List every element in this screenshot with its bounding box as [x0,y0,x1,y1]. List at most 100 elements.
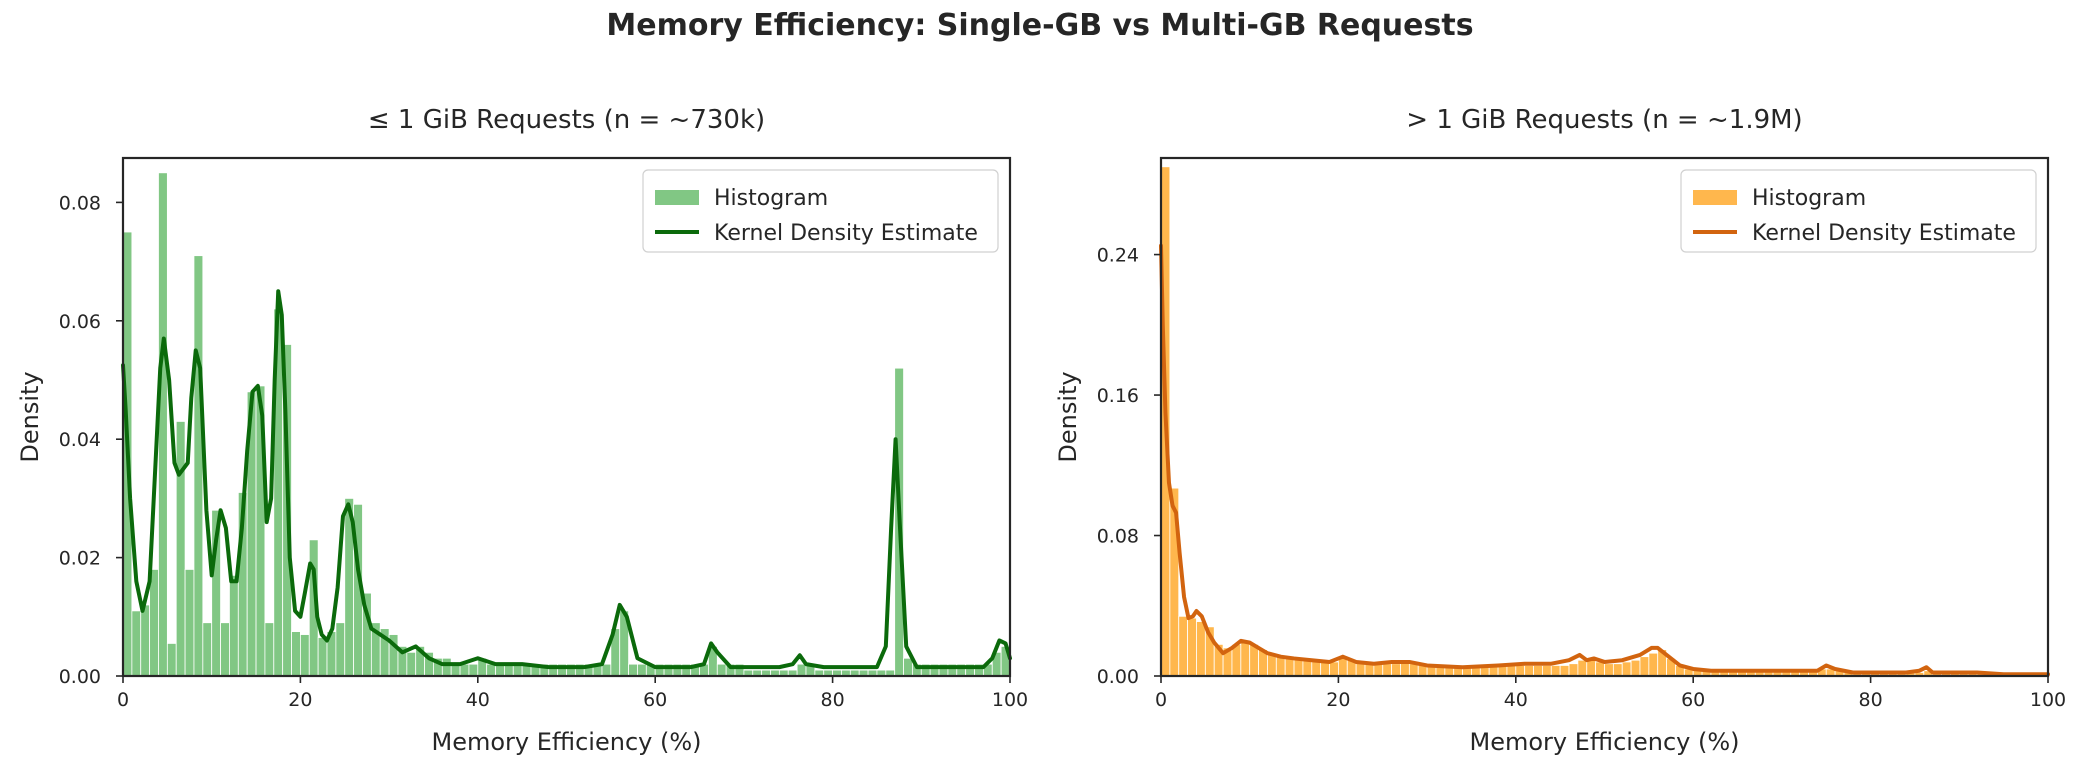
y-tick-label: 0.02 [59,548,101,570]
x-tick-label: 0 [1155,689,1167,711]
x-tick-label: 80 [1859,689,1883,711]
histogram-bar [1568,663,1579,677]
histogram-bar [1612,663,1623,677]
histogram-bar [1178,615,1189,677]
legend-box [642,169,999,253]
histogram-bar [1267,654,1277,677]
x-tick-label: 60 [1681,689,1705,711]
y-tick-label: 0.08 [59,192,101,214]
histogram-bar [441,657,452,677]
legend: Histogram Kernel Density Estimate [642,169,999,253]
histogram-bar [1506,665,1517,677]
axes-frame [121,156,1012,678]
histogram-bar [220,622,230,677]
legend: Histogram Kernel Density Estimate [1680,169,2037,253]
x-axis-label: Memory Efficiency (%) [1470,728,1740,756]
histogram-bar [1586,659,1597,677]
histogram-bar [1240,640,1251,677]
histogram-bar [1550,665,1561,677]
legend-box [1680,169,2037,253]
histogram-bar [1391,663,1401,677]
x-tick-label: 0 [117,689,129,711]
histogram-bar [1559,665,1570,677]
y-tick-label: 0.06 [59,311,101,333]
histogram-bar [1621,661,1632,677]
histogram-bar [1320,661,1330,677]
histogram-bar [1275,656,1286,677]
x-tick-label: 40 [1504,689,1528,711]
y-tick-label: 0.00 [59,666,101,688]
histogram-bar [291,631,301,677]
histogram-bar [716,663,727,677]
histogram-bar [193,255,204,677]
histogram-bar [1648,652,1659,677]
legend-label-kde: Kernel Density Estimate [1752,221,2016,246]
histogram-bar [468,663,479,677]
histogram-bar [1329,661,1339,677]
kde-line [1159,243,2050,677]
chart-panel-1: 0 20 40 60 80 100 0.00 0.02 0.04 0.06 0.08 ≤ 1 GiB … [16,105,1028,756]
histogram-bar [601,663,612,677]
histogram-bar [628,663,638,677]
histogram-bar [158,172,168,677]
histogram-bar [1302,659,1313,677]
legend-label-kde: Kernel Density Estimate [714,221,978,246]
histogram-bar [1533,665,1543,677]
histogram-bar [184,569,195,677]
y-axis-label: Density [16,371,44,462]
legend-swatch-histogram [655,190,699,205]
histogram-bar [1338,658,1348,677]
histogram-bar [1524,665,1534,677]
histogram-bar [166,643,177,677]
histogram-bar [1382,663,1393,677]
legend-label-histogram: Histogram [714,186,828,211]
histogram-bar [1408,663,1419,677]
y-tick-label: 0.08 [1097,526,1139,548]
x-tick-label: 60 [643,689,667,711]
histogram-bar [1284,658,1295,677]
histogram-bar [903,657,913,677]
x-tick-label: 40 [466,689,490,711]
histogram-bar [1187,617,1197,677]
x-tick-label: 20 [288,689,312,711]
histogram-bar [1595,661,1605,677]
histogram-bar [317,637,328,677]
legend-label-histogram: Histogram [1752,186,1866,211]
figure-title: Memory Efficiency: Single-GB vs Multi-GB… [606,8,1474,43]
histogram-bar [1630,659,1641,677]
y-tick-label: 0.24 [1097,245,1139,267]
y-axis-label: Density [1054,371,1082,462]
histogram-bar [202,622,213,677]
histogram-bar [486,663,496,677]
histogram-bar [1515,665,1526,677]
x-tick-label: 80 [821,689,845,711]
legend-swatch-histogram [1693,190,1737,205]
histogram-bar [1400,661,1410,677]
histogram-bar [1542,665,1552,677]
histogram-bar [1604,663,1614,677]
histogram-bar [637,663,647,677]
histogram-bar [299,634,310,677]
axes-frame [1159,156,2050,678]
chart-panel-2: 0 20 40 60 80 100 0.00 0.08 0.16 0.24 > 1 GiB Requ… [1054,105,2066,756]
x-axis-label: Memory Efficiency (%) [432,728,702,756]
histogram-bar [149,569,159,677]
chart-title: > 1 GiB Requests (n = ~1.9M) [1406,105,1802,135]
histogram-bar [1196,621,1206,677]
histogram-bar [140,604,151,677]
histogram-bar [131,610,142,677]
kde-line [121,289,1012,670]
histogram-bar [335,622,346,677]
histogram-bar [796,663,807,677]
y-tick-label: 0.04 [59,429,101,451]
x-tick-label: 20 [1326,689,1350,711]
histogram-bar [1639,656,1650,677]
chart-title: ≤ 1 GiB Requests (n = ~730k) [368,105,765,135]
x-tick-label: 100 [2030,689,2066,711]
histogram-bar [229,574,239,677]
y-tick-label: 0.00 [1097,666,1139,688]
histogram-bar [459,663,470,677]
x-tick-label: 100 [992,689,1028,711]
